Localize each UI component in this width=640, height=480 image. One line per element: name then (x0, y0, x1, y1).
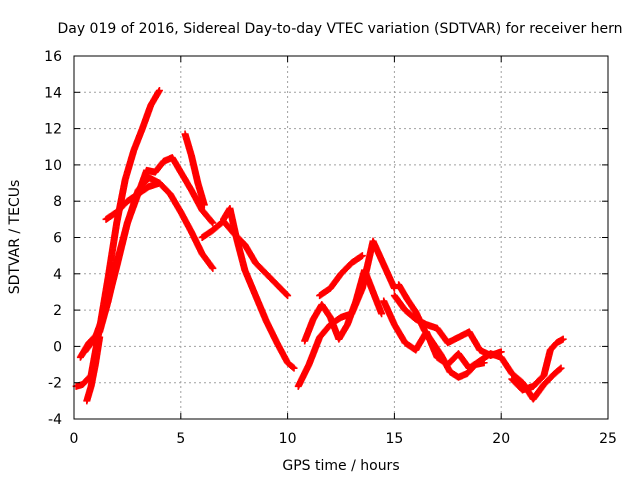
data-point (497, 348, 505, 356)
data-point (96, 333, 104, 341)
data-point (480, 359, 488, 367)
y-tick-labels: -4 -2 0 2 4 6 8 10 12 14 16 (44, 49, 62, 428)
x-tick-label: 20 (492, 431, 510, 447)
x-axis-label: GPS time / hours (282, 458, 399, 474)
y-tick-label: 6 (53, 231, 62, 247)
data-point (208, 218, 216, 226)
y-tick-label: -4 (48, 412, 62, 428)
y-tick-label: 14 (44, 85, 62, 101)
data-point (358, 252, 366, 260)
series-14 (395, 281, 488, 381)
data-point (200, 201, 208, 209)
x-tick-label: 15 (385, 431, 403, 447)
y-tick-label: -2 (48, 376, 62, 392)
y-tick-label: 12 (44, 122, 62, 138)
series-4 (102, 179, 163, 223)
series-5 (83, 333, 104, 405)
x-tick-label: 25 (599, 431, 617, 447)
y-axis-label: SDTVAR / TECUs (7, 180, 23, 295)
x-tick-labels: 0 5 10 15 20 25 (70, 431, 617, 447)
data-point (390, 284, 398, 292)
data-point (155, 179, 163, 187)
series-9 (294, 237, 398, 390)
y-tick-label: 2 (53, 303, 62, 319)
data-point (557, 364, 565, 372)
series-15 (508, 335, 567, 394)
data-point (289, 363, 297, 371)
data-point (378, 310, 386, 318)
series-8 (220, 204, 298, 372)
points-layer (72, 86, 567, 405)
data-point (283, 291, 291, 299)
data-point (556, 365, 564, 373)
grid-layer (74, 56, 608, 419)
x-tick-label: 0 (70, 431, 79, 447)
series-11 (316, 252, 366, 300)
y-tick-label: 4 (53, 267, 62, 283)
data-point (155, 86, 163, 94)
y-tick-label: 10 (44, 158, 62, 174)
data-point (209, 219, 217, 227)
y-tick-label: 0 (53, 339, 62, 355)
chart-title: Day 019 of 2016, Sidereal Day-to-day VTE… (57, 21, 622, 37)
data-point (209, 264, 217, 272)
data-point (290, 364, 298, 372)
data-point (284, 292, 292, 300)
y-tick-label: 16 (44, 49, 62, 65)
series-10 (301, 266, 386, 345)
data-point (559, 335, 567, 343)
x-tick-label: 5 (176, 431, 185, 447)
ticks-layer (73, 55, 609, 420)
y-tick-label: 8 (53, 194, 62, 210)
series-3 (81, 174, 217, 356)
x-tick-label: 10 (279, 431, 297, 447)
series-6 (181, 130, 208, 209)
